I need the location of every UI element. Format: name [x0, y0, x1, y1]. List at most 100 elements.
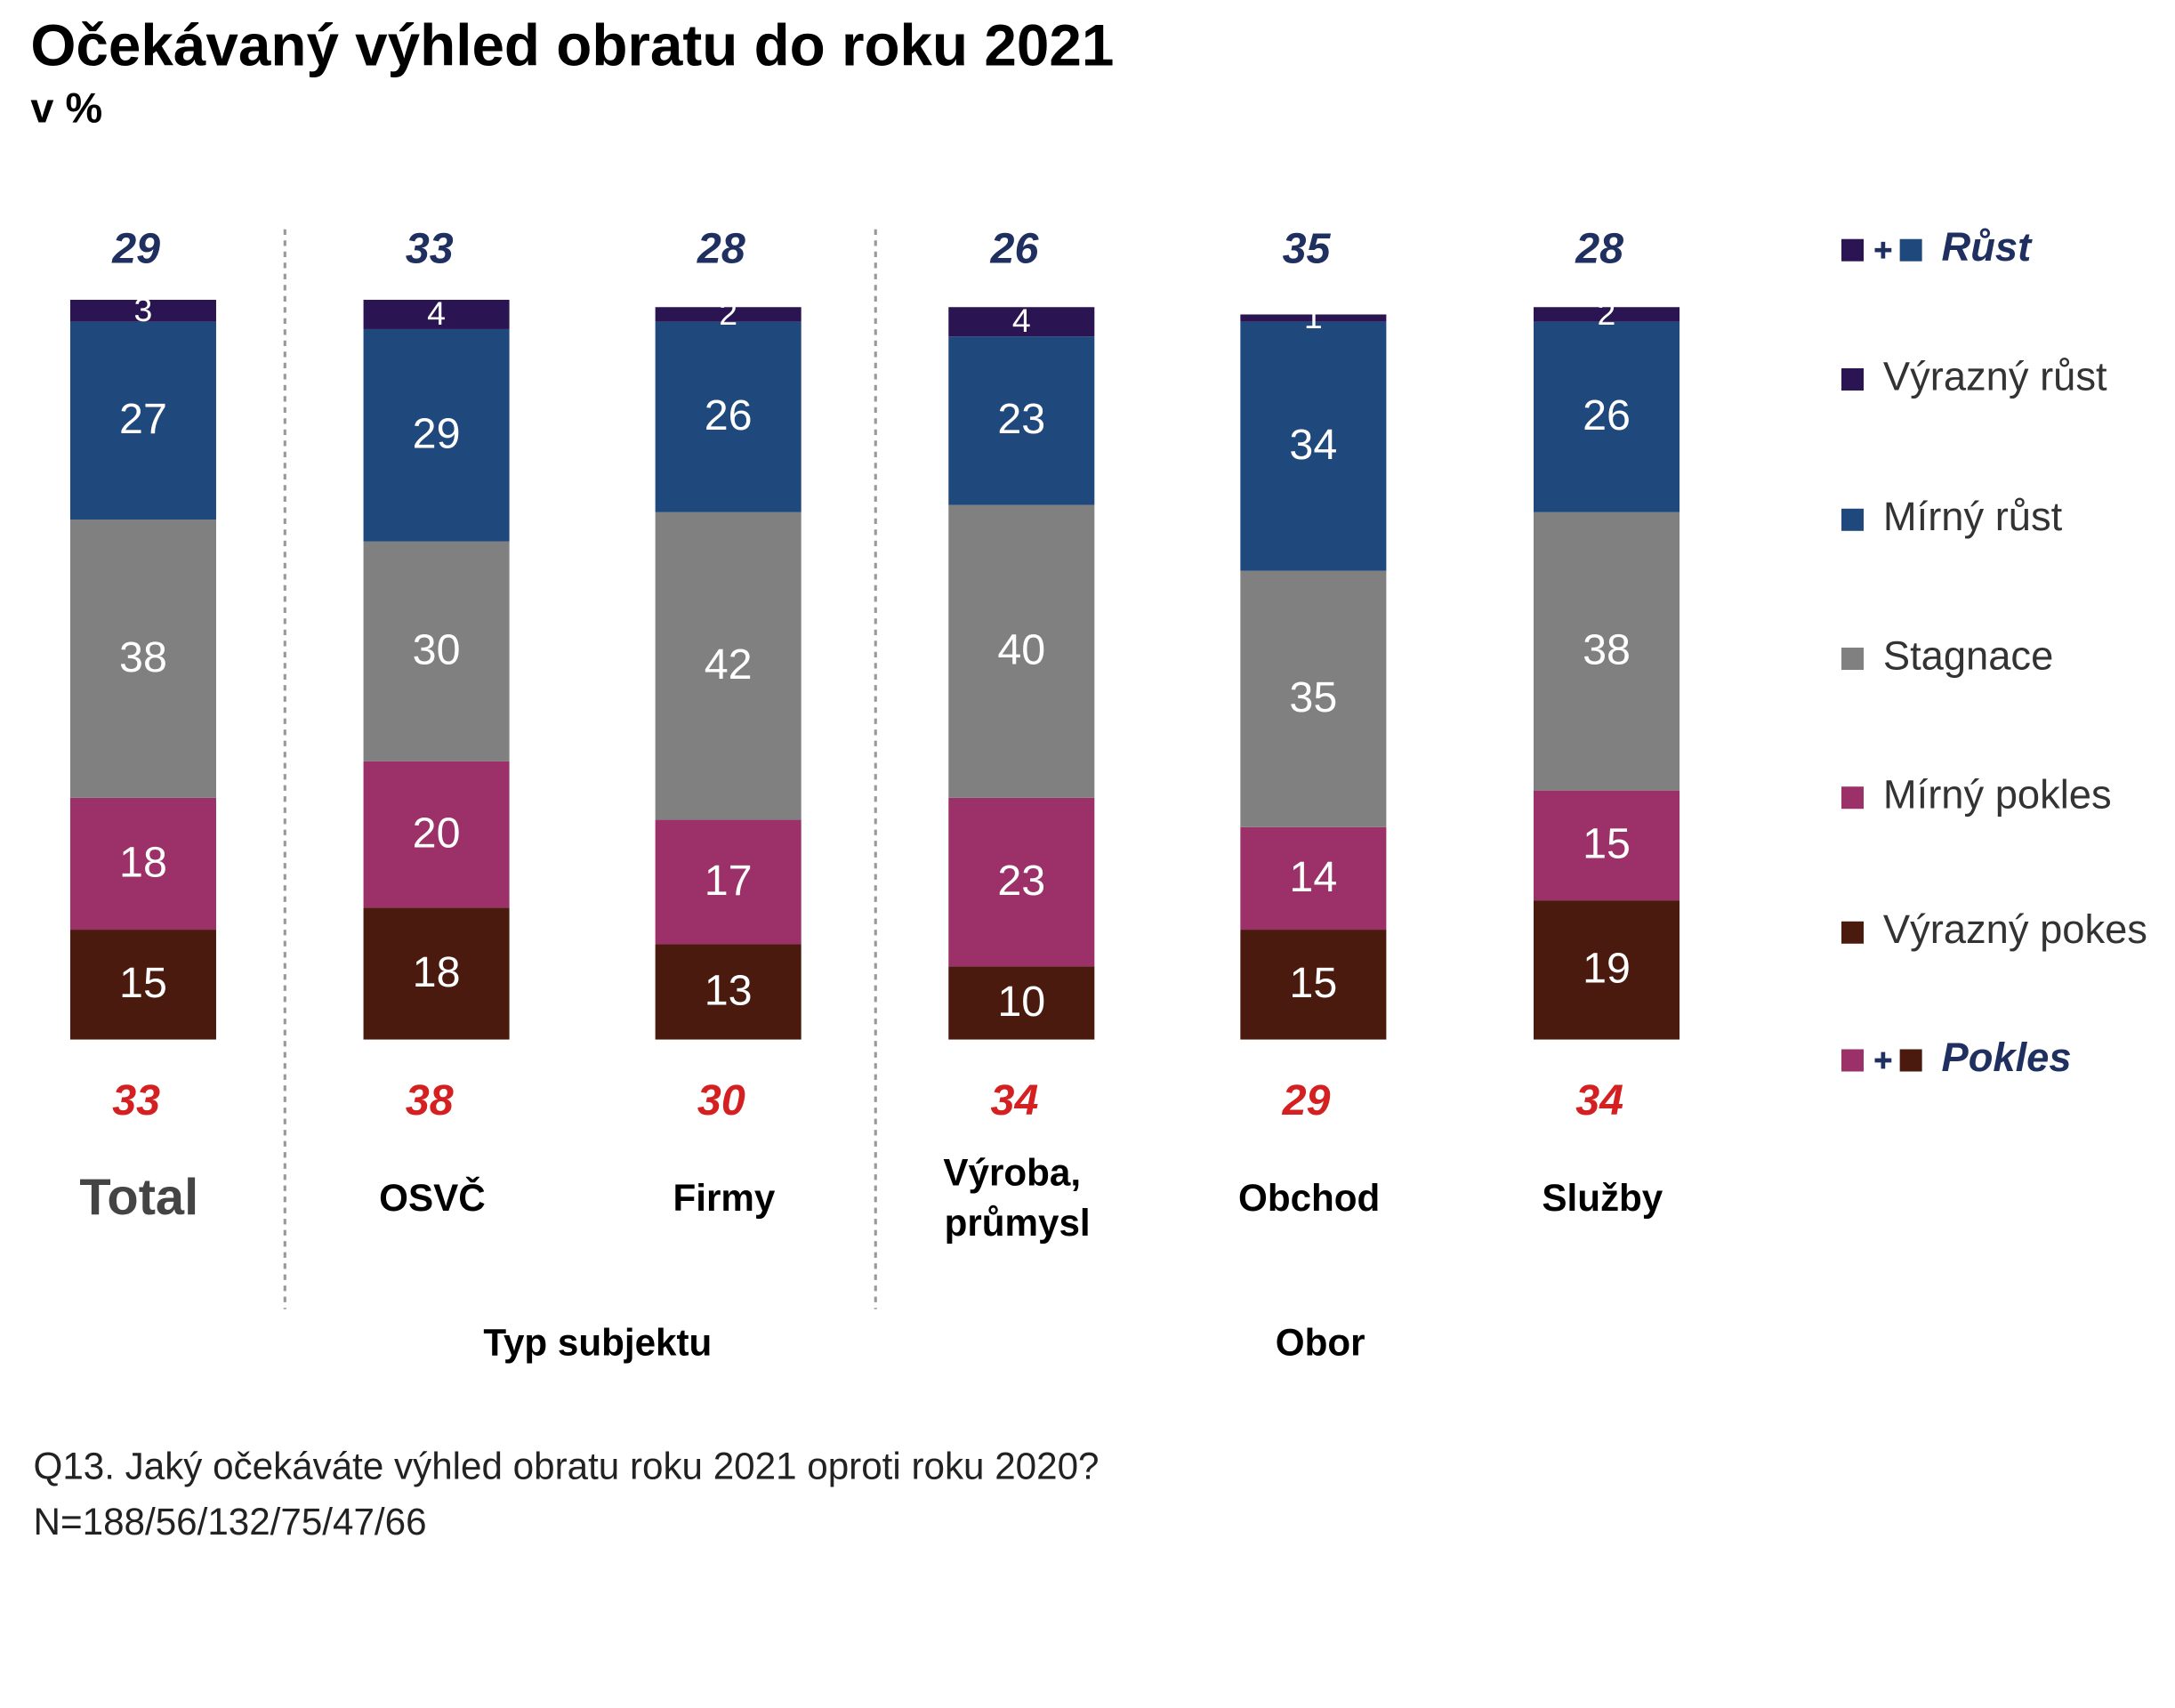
bar-segment: [363, 300, 510, 329]
data-label: 38: [1583, 626, 1631, 674]
data-label: 3: [134, 291, 153, 328]
bar-segment: [655, 321, 802, 512]
total-label: 26: [990, 225, 1040, 273]
legend-label: Výrazný pokes: [1883, 906, 2147, 952]
bar-segment: [1240, 570, 1387, 827]
data-label: 23: [997, 395, 1045, 443]
data-label: 2: [1598, 294, 1616, 332]
x-tick-label: Služby: [1542, 1177, 1663, 1219]
group-label: Obor: [1276, 1321, 1365, 1363]
total-label: 29: [1282, 1076, 1331, 1124]
legend-label: Stagnace: [1883, 632, 2053, 678]
total-label: 34: [1575, 1076, 1623, 1124]
bar-segment: [363, 761, 510, 908]
bar-segment: [363, 907, 510, 1040]
bar-segment: [69, 797, 216, 931]
data-label: 26: [1583, 391, 1631, 439]
bar-segment: [1533, 512, 1680, 791]
bar-segment: [655, 512, 802, 820]
total-label: 28: [1575, 225, 1623, 273]
data-label: 42: [705, 640, 753, 689]
legend-label: Mírný pokles: [1883, 772, 2112, 818]
bar-segment: [655, 944, 802, 1040]
data-label: 4: [1012, 302, 1031, 339]
bar-segment: [948, 504, 1095, 798]
data-label: 15: [1289, 959, 1337, 1007]
legend-label: Mírný růst: [1883, 494, 2063, 539]
data-label: 38: [119, 633, 167, 681]
bar-segment: [1240, 321, 1387, 571]
data-label: 34: [1289, 421, 1337, 469]
bar-segment: [363, 328, 510, 542]
bar-segment: [655, 307, 802, 322]
bar-segment: [1533, 307, 1680, 322]
bar-segment: [1240, 930, 1387, 1040]
x-tick-label: OSVČ: [379, 1176, 486, 1219]
footnote: Q13. Jaký očekáváte výhled obratu roku 2…: [34, 1445, 1100, 1486]
bar-segment: [948, 307, 1095, 337]
total-label: 28: [697, 225, 745, 273]
total-label: 35: [1283, 225, 1332, 273]
bar-segment: [69, 520, 216, 798]
data-label: 13: [705, 966, 753, 1014]
bar-segment: [69, 321, 216, 520]
data-label: 26: [705, 391, 753, 439]
x-tick-label: Výroba, průmysl: [943, 1152, 1091, 1244]
total-label: 38: [406, 1076, 454, 1124]
legend-swatch: [1841, 648, 1865, 671]
legend-swatch: [1841, 1049, 1865, 1072]
legend-swatch: [1841, 786, 1865, 810]
data-label: 15: [1583, 820, 1631, 868]
chart-subtitle: v %: [30, 85, 102, 131]
data-label: 2: [719, 294, 737, 332]
data-label: 35: [1289, 673, 1337, 721]
bar-segment: [655, 819, 802, 945]
x-tick-label: Obchod: [1238, 1177, 1380, 1219]
legend-swatch: [1899, 1049, 1922, 1072]
total-label: 33: [112, 1076, 160, 1124]
x-tick-label: Firmy: [673, 1177, 776, 1219]
legend-label: Pokles: [1942, 1035, 2072, 1080]
bar-segment: [69, 930, 216, 1040]
bar-segment: [69, 300, 216, 322]
legend-swatch: [1841, 508, 1865, 531]
total-label: 29: [111, 225, 160, 273]
total-label: 30: [697, 1076, 745, 1124]
bar-segment: [948, 797, 1095, 967]
x-tick-label: Total: [79, 1169, 198, 1226]
chart-title: Očekávaný výhled obratu do roku 2021: [30, 13, 1114, 78]
footnote: N=188/56/132/75/47/66: [34, 1501, 427, 1543]
data-label: 23: [997, 857, 1045, 905]
legend-swatch: [1841, 367, 1865, 391]
bar-segment: [1533, 321, 1680, 512]
legend-label: Výrazný růst: [1883, 353, 2107, 399]
bar-segment: [363, 541, 510, 761]
bar-segment: [948, 336, 1095, 505]
data-label: 18: [119, 838, 167, 886]
data-label: 10: [997, 978, 1045, 1026]
data-label: 40: [997, 626, 1045, 674]
bar-segment: [1533, 900, 1680, 1040]
data-label: 20: [413, 809, 461, 857]
legend-swatch: [1841, 921, 1865, 944]
group-label: Typ subjektu: [483, 1321, 712, 1363]
data-label: 15: [119, 959, 167, 1007]
data-label: 17: [705, 857, 753, 905]
data-label: 1: [1304, 298, 1323, 335]
data-label: 27: [119, 395, 167, 443]
data-label: 18: [413, 948, 461, 996]
bar-segment: [948, 966, 1095, 1040]
total-label: 34: [991, 1076, 1039, 1124]
data-label: 29: [413, 410, 461, 458]
total-label: 33: [406, 225, 454, 273]
data-label: 30: [413, 626, 461, 674]
data-label: 4: [427, 294, 446, 332]
legend-swatch: [1841, 238, 1865, 262]
bar-segment: [1240, 826, 1387, 931]
legend-label: Růst: [1942, 224, 2034, 270]
bar-segment: [1533, 790, 1680, 901]
data-label: 14: [1289, 853, 1337, 901]
bar-segment: [1240, 314, 1387, 322]
